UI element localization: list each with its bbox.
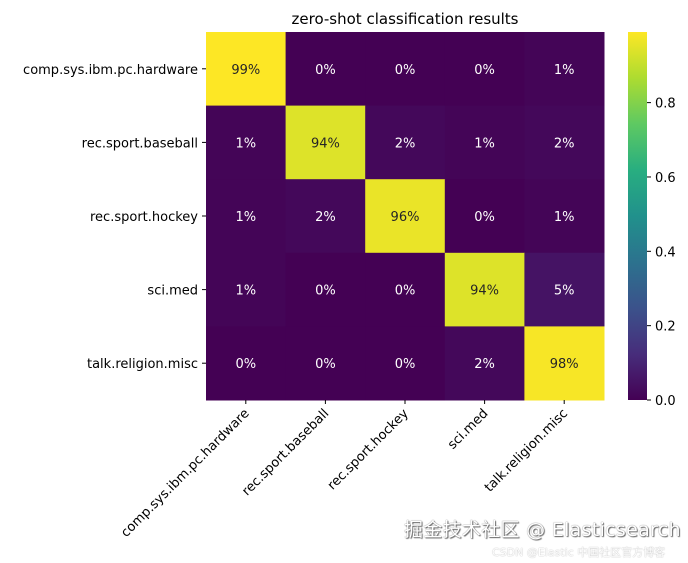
y-tick-label: rec.sport.baseball bbox=[82, 136, 198, 151]
x-tick-label: rec.sport.hockey bbox=[325, 406, 412, 493]
x-tick-label: talk.religion.misc bbox=[482, 406, 571, 495]
heatmap-cell bbox=[206, 105, 287, 180]
heatmap-cell bbox=[285, 326, 366, 401]
watermark-line2: CSDN @Elastic 中国社区官方博客 bbox=[492, 546, 666, 559]
colorbar bbox=[628, 32, 647, 400]
colorbar-tick-label: 0.2 bbox=[655, 320, 676, 335]
cell-label: 0% bbox=[315, 284, 336, 299]
heatmap-cell bbox=[524, 105, 605, 180]
x-tick-label: sci.med bbox=[445, 406, 491, 452]
cell-label: 5% bbox=[554, 284, 575, 299]
heatmap-cell bbox=[285, 105, 366, 180]
heatmap-cell bbox=[365, 179, 446, 254]
x-tick-label: rec.sport.baseball bbox=[239, 406, 332, 499]
heatmap-cell bbox=[365, 326, 446, 401]
heatmap-cell bbox=[444, 179, 525, 254]
heatmap-cell bbox=[206, 252, 287, 327]
heatmap-cell bbox=[444, 326, 525, 401]
chart-title: zero-shot classification results bbox=[292, 10, 519, 28]
heatmap-cell bbox=[444, 32, 525, 107]
heatmap-cell bbox=[285, 32, 366, 107]
cell-label: 96% bbox=[391, 210, 420, 225]
y-tick-label: rec.sport.hockey bbox=[90, 210, 198, 225]
heatmap-cell bbox=[365, 32, 446, 107]
cell-label: 0% bbox=[474, 210, 495, 225]
cell-label: 94% bbox=[311, 136, 340, 151]
x-tick-label: comp.sys.ibm.pc.hardware bbox=[118, 406, 252, 540]
cell-label: 1% bbox=[235, 136, 256, 151]
cell-label: 1% bbox=[554, 63, 575, 78]
heatmap-cell bbox=[524, 326, 605, 401]
cell-label: 0% bbox=[235, 357, 256, 372]
heatmap-cell bbox=[524, 252, 605, 327]
heatmap-cell bbox=[444, 105, 525, 180]
heatmap-cell bbox=[524, 179, 605, 254]
heatmap-cell bbox=[285, 179, 366, 254]
y-tick-label: talk.religion.misc bbox=[87, 357, 198, 372]
heatmap-cell bbox=[285, 252, 366, 327]
colorbar-tick-label: 0.0 bbox=[655, 394, 676, 409]
y-tick-label: sci.med bbox=[147, 284, 198, 299]
colorbar-tick-label: 0.4 bbox=[655, 245, 676, 260]
cell-label: 0% bbox=[315, 63, 336, 78]
cell-label: 2% bbox=[315, 210, 336, 225]
heatmap-cell bbox=[365, 252, 446, 327]
heatmap-cell bbox=[206, 32, 287, 107]
heatmap-cell bbox=[206, 326, 287, 401]
cell-label: 1% bbox=[235, 284, 256, 299]
cell-label: 0% bbox=[395, 357, 416, 372]
cell-label: 0% bbox=[395, 284, 416, 299]
heatmap-cell bbox=[444, 252, 525, 327]
heatmap-cell bbox=[365, 105, 446, 180]
cell-label: 2% bbox=[474, 357, 495, 372]
cell-label: 98% bbox=[550, 357, 579, 372]
cell-label: 0% bbox=[315, 357, 336, 372]
y-tick-label: comp.sys.ibm.pc.hardware bbox=[23, 63, 198, 78]
cell-label: 0% bbox=[474, 63, 495, 78]
heatmap-cell bbox=[524, 32, 605, 107]
cell-label: 1% bbox=[235, 210, 256, 225]
colorbar-tick-label: 0.8 bbox=[655, 97, 676, 112]
cell-label: 99% bbox=[231, 63, 260, 78]
colorbar-tick-label: 0.6 bbox=[655, 171, 676, 186]
cell-label: 2% bbox=[395, 136, 416, 151]
watermark-line1: 掘金技术社区 @ Elasticsearch bbox=[404, 519, 681, 541]
cell-label: 0% bbox=[395, 63, 416, 78]
cell-label: 1% bbox=[554, 210, 575, 225]
heatmap-cell bbox=[206, 179, 287, 254]
cell-label: 2% bbox=[554, 136, 575, 151]
cell-label: 1% bbox=[474, 136, 495, 151]
cell-label: 94% bbox=[470, 284, 499, 299]
